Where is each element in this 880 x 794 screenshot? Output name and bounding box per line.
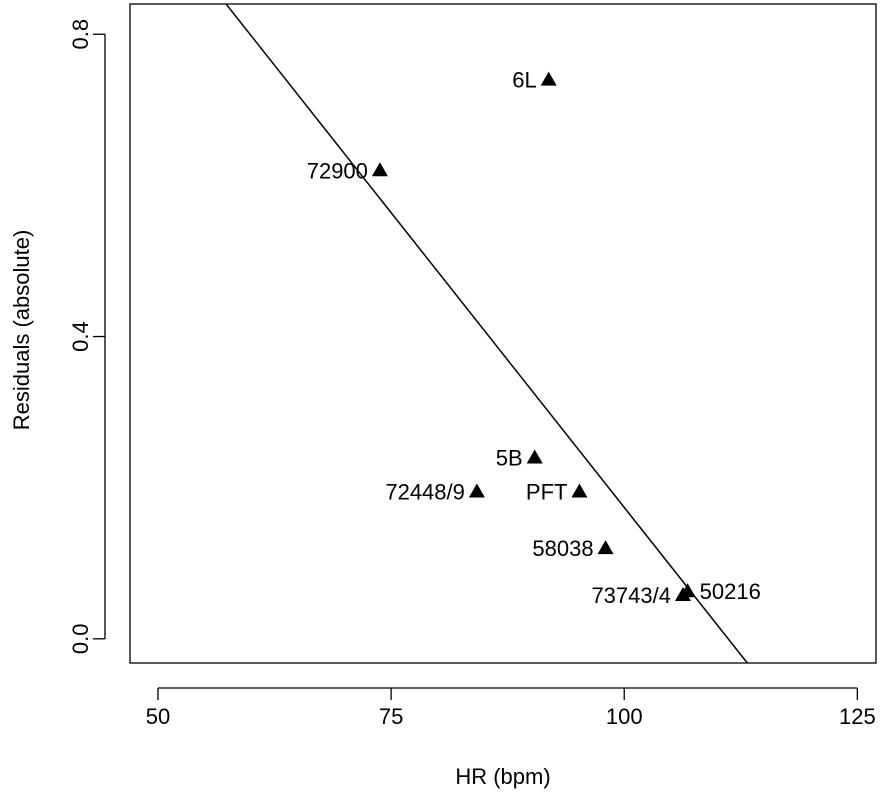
x-tick-label: 75	[379, 704, 403, 729]
x-tick-label: 125	[839, 704, 876, 729]
data-point-marker	[571, 483, 588, 498]
data-point-label: 73743/4	[591, 583, 671, 608]
y-tick-label: 0.8	[68, 19, 93, 50]
data-point-marker	[468, 483, 485, 498]
data-point-label: 5B	[496, 445, 523, 470]
y-axis-title: Residuals (absolute)	[9, 230, 34, 431]
data-point-label: 6L	[512, 68, 536, 93]
regression-line	[225, 4, 748, 663]
data-point-marker	[526, 449, 543, 464]
data-point-label: 58038	[532, 536, 593, 561]
data-point-label: 72900	[307, 158, 368, 183]
x-axis-title: HR (bpm)	[455, 764, 550, 789]
data-point-marker	[679, 583, 696, 598]
data-point-label: 50216	[700, 579, 761, 604]
data-point-marker	[371, 162, 388, 177]
y-tick-label: 0.0	[68, 624, 93, 655]
plot-area-frame	[129, 3, 877, 664]
y-axis: 0.0 0.4 0.8	[68, 19, 106, 655]
data-point-label: PFT	[526, 479, 568, 504]
data-point-label: 72448/9	[385, 479, 465, 504]
data-point-marker	[540, 71, 557, 86]
data-point-marker	[597, 540, 614, 555]
y-tick-label: 0.4	[68, 321, 93, 352]
x-tick-label: 50	[146, 704, 170, 729]
x-tick-label: 100	[606, 704, 643, 729]
x-axis: 50 75 100 125	[146, 687, 876, 729]
